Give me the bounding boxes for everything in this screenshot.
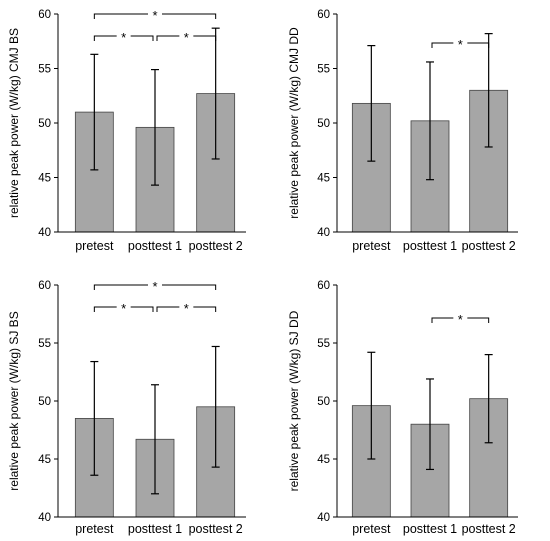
significance-star: *: [152, 8, 157, 23]
error-bar-3: [211, 345, 220, 468]
bracket-label-bg: [453, 40, 468, 46]
error-bar-3: [484, 354, 493, 444]
y-tick-label: 45: [317, 454, 330, 466]
error-bar-3: [211, 27, 220, 160]
x-tick-label: pretest: [352, 522, 391, 536]
y-tick-label: 40: [317, 227, 330, 239]
error-bar-1: [367, 351, 376, 460]
y-tick-label: 55: [317, 64, 330, 76]
y-tick-label: 45: [317, 173, 330, 185]
y-tick-label: 55: [317, 338, 330, 350]
chart-panel-4: 40 45 50 55 60 pretest posttest 1 posttest 2 rel…: [287, 280, 518, 536]
error-bar-3: [484, 33, 493, 148]
bracket-label-bg: [179, 304, 194, 310]
significance-star: *: [152, 279, 157, 294]
y-tick-label: 40: [38, 227, 51, 239]
bracket-label-bg: [148, 11, 162, 17]
y-tick-label: 60: [317, 280, 330, 292]
x-tick-label: posttest 2: [462, 239, 516, 253]
significance-star: *: [184, 301, 189, 316]
y-tick-label: 45: [38, 454, 51, 466]
x-tick-label: posttest 1: [128, 522, 182, 536]
chart-panel-1: 40 45 50 55 60 pretest posttest 1 posttest 2 rel…: [7, 8, 246, 253]
bracket-label-bg: [148, 282, 162, 288]
x-tick-label: pretest: [352, 239, 391, 253]
y-tick-label: 60: [317, 9, 330, 21]
x-tick-label: pretest: [75, 239, 114, 253]
error-bar-2: [151, 384, 159, 495]
y-tick-label: 60: [38, 9, 51, 21]
y-tick-label: 55: [38, 64, 51, 76]
x-tick-label: posttest 1: [403, 522, 457, 536]
y-axis-title: relative peak power (W/kg) CMJ DD: [287, 27, 301, 219]
error-bar-1: [367, 45, 376, 162]
error-bar-2: [426, 61, 434, 181]
error-bar-2: [426, 378, 434, 471]
error-bar-1: [90, 53, 99, 171]
significance-star: *: [121, 30, 126, 45]
bracket-label-bg: [116, 33, 131, 39]
bracket-label-bg: [453, 315, 468, 321]
x-tick-label: posttest 2: [189, 239, 243, 253]
y-tick-label: 40: [317, 512, 330, 524]
significance-star: *: [121, 301, 126, 316]
error-bar-1: [90, 360, 99, 476]
x-tick-label: posttest 2: [189, 522, 243, 536]
x-tick-label: posttest 1: [403, 239, 457, 253]
chart-panel-3: 40 45 50 55 60 pretest posttest 1 posttest 2 rel…: [7, 279, 246, 536]
significance-star: *: [184, 30, 189, 45]
y-axis-title: relative peak power (W/kg) CMJ BS: [7, 28, 21, 218]
y-tick-label: 50: [317, 118, 330, 130]
y-tick-label: 40: [38, 512, 51, 524]
chart-panel-2: 40 45 50 55 60 pretest posttest 1 posttest 2 rel…: [287, 9, 518, 253]
y-tick-label: 45: [38, 173, 51, 185]
bar-1: [351, 102, 391, 233]
significance-star: *: [458, 312, 463, 327]
bracket-label-bg: [116, 304, 131, 310]
x-tick-label: posttest 1: [128, 239, 182, 253]
y-tick-label: 55: [38, 338, 51, 350]
y-tick-label: 60: [38, 280, 51, 292]
error-bar-2: [151, 68, 159, 186]
y-tick-label: 50: [38, 396, 51, 408]
x-tick-label: pretest: [75, 522, 114, 536]
x-tick-label: posttest 2: [462, 522, 516, 536]
y-axis-title: relative peak power (W/kg) SJ BS: [7, 311, 21, 490]
significance-star: *: [458, 37, 463, 52]
y-axis-title: relative peak power (W/kg) SJ DD: [287, 310, 301, 491]
y-tick-label: 50: [38, 118, 51, 130]
bracket-label-bg: [179, 33, 194, 39]
y-tick-label: 50: [317, 396, 330, 408]
